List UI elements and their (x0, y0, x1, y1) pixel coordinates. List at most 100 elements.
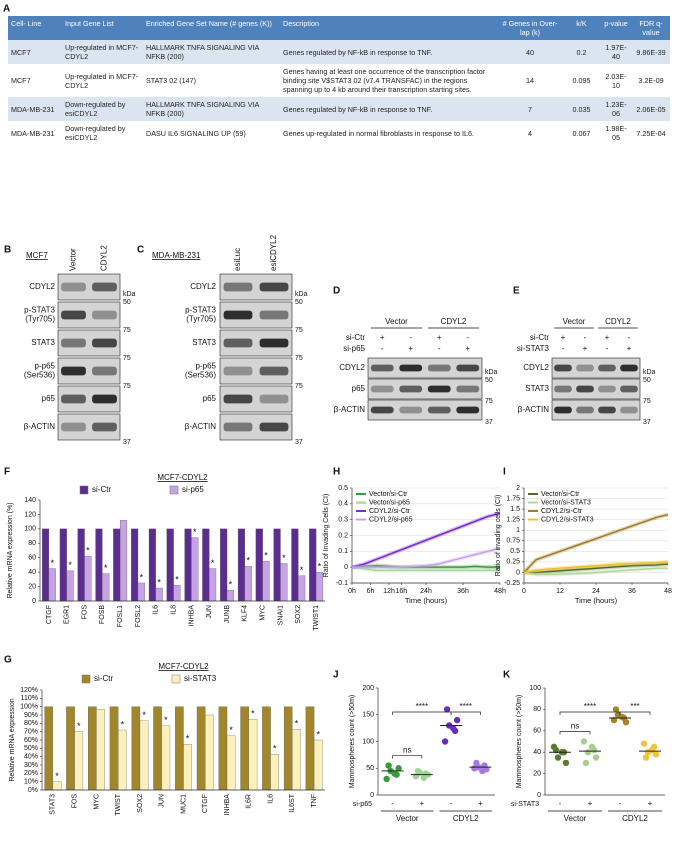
row-label: p65 (352, 384, 366, 393)
size-marker: kDa (123, 291, 136, 298)
data-point (385, 762, 392, 769)
significance: * (318, 562, 322, 572)
x-tick-label: FOSL2 (135, 605, 142, 627)
x-tick-label: JUNB (224, 605, 231, 624)
row-label: STAT3 (192, 338, 216, 347)
bar (244, 566, 252, 602)
significance: * (186, 734, 190, 744)
size-marker: kDa (643, 369, 656, 376)
data-point (562, 759, 570, 767)
blot-band (399, 364, 423, 372)
data-point (640, 740, 648, 747)
group-label: CDYL2 (441, 317, 467, 326)
y-tick-label: 120 (24, 511, 36, 518)
y-tick-label: 0.1 (338, 548, 348, 555)
x-tick-label: MYC (93, 794, 100, 810)
significance: * (300, 565, 304, 575)
bar (240, 706, 249, 791)
x-tick-label: FOSL1 (117, 605, 124, 627)
table-cell: HALLMARK TNFA SIGNALING VIA NFKB (200) (143, 97, 280, 121)
blot-band (598, 385, 616, 393)
x-tick-label: TNF (311, 794, 318, 808)
size-marker: 50 (295, 299, 303, 306)
significance: * (142, 710, 146, 720)
significance: * (68, 560, 72, 570)
bar (313, 739, 323, 791)
size-marker: 75 (295, 355, 303, 362)
blot-band (61, 422, 86, 432)
table-cell: 7.25E-04 (636, 128, 666, 138)
blot-band (92, 310, 117, 320)
bar (184, 528, 192, 602)
table-cell: Down-regulated by esiCDYL2 (62, 97, 143, 121)
series-line (524, 563, 669, 574)
blot-strip (367, 399, 483, 421)
blot-band (223, 338, 253, 348)
blot-band (576, 385, 594, 393)
row-label: si-p65 (353, 801, 372, 808)
treatment-sign: + (420, 799, 425, 808)
bar (44, 706, 54, 791)
significance: * (104, 563, 108, 573)
y-tick-label: 1.25 (506, 517, 520, 524)
panel-letter: A (3, 4, 10, 15)
bar (173, 584, 181, 602)
significance: * (86, 546, 90, 556)
header-cell: Cell- Line (8, 16, 62, 40)
chart-title: MCF7-CDYL2 (157, 473, 208, 482)
y-axis-label: Mammospheres count (>50m) (349, 695, 356, 789)
significance: * (193, 527, 197, 537)
y-tick-label: 20 (533, 770, 541, 777)
row-label: p65 (42, 394, 56, 403)
x-tick-label: INHBA (224, 794, 231, 816)
table-row: MCF7 Up-regulated in MCF7-CDYL2 STAT3 02 (… (8, 64, 670, 97)
treatment-sign: + (561, 333, 566, 342)
y-axis-label: Ratio of invading cells (CI) (495, 495, 502, 577)
row-label: p-p65 (196, 362, 217, 371)
bar (48, 568, 56, 602)
x-tick-label: TWIST (115, 793, 122, 815)
x-tick-label: TWIST1 (313, 605, 320, 631)
table-cell: Down-regulated by esiCDYL2 (65, 124, 126, 142)
treatment-label: si-Ctr (530, 333, 549, 342)
treatment-sign: - (619, 799, 622, 808)
y-tick-label: 0 (516, 569, 520, 576)
blot-band (456, 364, 480, 372)
table-row: MDA-MB-231 Down-regulated by esiCDYL2 DASU… (8, 121, 670, 145)
treatment-sign: + (437, 333, 442, 342)
bar (120, 520, 128, 602)
blot-band (259, 394, 289, 404)
series-line (523, 561, 669, 574)
x-tick-label: 12h (383, 588, 395, 595)
row-label: p-STAT3 (185, 306, 216, 315)
blot-band (223, 366, 253, 376)
blot-band (554, 385, 572, 393)
x-tick-label: IL8 (170, 605, 177, 615)
data-point (584, 749, 592, 756)
data-point (588, 743, 596, 751)
bar (155, 587, 163, 602)
bar (315, 571, 324, 602)
y-tick-label: 1.5 (510, 506, 520, 513)
group-label: Vector (396, 814, 419, 823)
significance-bracket (392, 711, 452, 715)
bar (109, 706, 119, 791)
series-line (523, 513, 669, 573)
group-label: CDYL2 (605, 317, 631, 326)
bar (102, 573, 110, 602)
y-tick-label: 60 (533, 728, 541, 735)
data-point (612, 706, 620, 713)
blot-band (427, 406, 451, 414)
bar (220, 528, 228, 602)
legend-label: Vector/si-p65 (369, 499, 410, 506)
y-tick-label: 60% (24, 737, 38, 744)
y-tick-label: 0.2 (338, 532, 348, 539)
x-tick-label: 36h (457, 588, 469, 595)
y-tick-label: 80% (24, 720, 38, 727)
bar (273, 528, 281, 602)
y-tick-label: 0.4 (338, 501, 348, 508)
y-tick-label: 10% (24, 779, 38, 786)
bar (66, 706, 75, 791)
y-axis-label: Mammospheres count (>50m) (516, 695, 523, 789)
blot-band (598, 364, 616, 372)
